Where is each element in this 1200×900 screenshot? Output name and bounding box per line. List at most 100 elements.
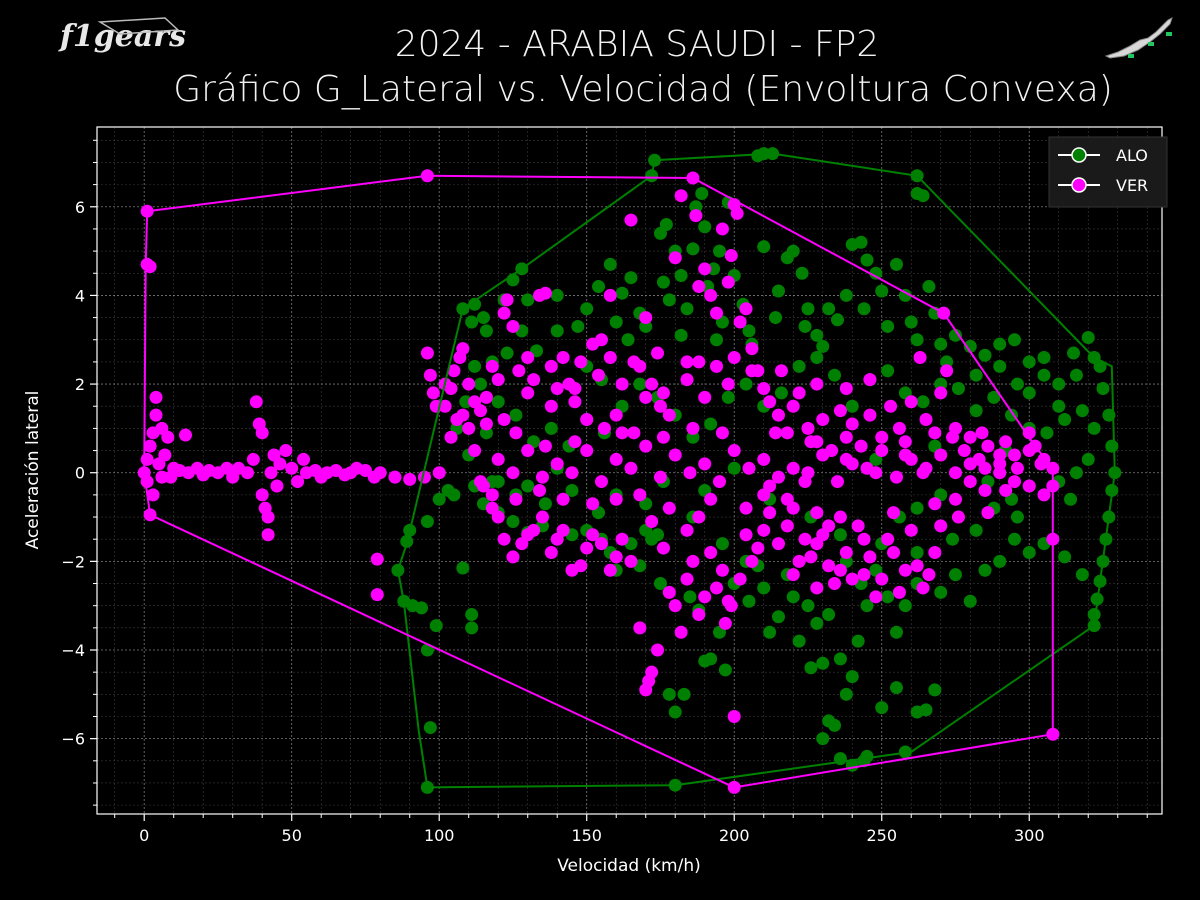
point-alo: [653, 577, 667, 591]
point-alo: [468, 359, 482, 373]
point-alo: [509, 408, 523, 422]
point-ver: [715, 426, 729, 440]
point-alo: [922, 280, 936, 294]
point-ver: [721, 275, 735, 289]
point-alo: [792, 634, 806, 648]
point-ver: [810, 506, 824, 520]
point-ver: [645, 377, 659, 391]
point-alo: [839, 687, 853, 701]
point-ver: [727, 709, 741, 723]
y-tick-label: 2: [75, 375, 85, 394]
point-ver: [574, 355, 588, 369]
point-ver: [733, 572, 747, 586]
point-ver: [704, 545, 718, 559]
point-alo: [816, 656, 830, 670]
point-alo: [757, 581, 771, 595]
point-alo: [704, 417, 718, 431]
point-ver: [550, 457, 564, 471]
point-ver: [506, 466, 520, 480]
point-ver: [1007, 475, 1021, 489]
y-axis-label: Aceleración lateral: [23, 391, 43, 550]
point-alo: [621, 333, 635, 347]
point-ver: [255, 426, 269, 440]
point-ver: [246, 452, 260, 466]
point-ver: [898, 563, 912, 577]
point-ver: [704, 492, 718, 506]
point-ver: [928, 497, 942, 511]
hull-alo: [396, 152, 1116, 789]
point-ver: [149, 408, 163, 422]
point-ver: [627, 426, 641, 440]
convex-hulls: [143, 152, 1116, 789]
point-ver: [724, 249, 738, 263]
point-ver: [928, 545, 942, 559]
point-alo: [727, 461, 741, 475]
chart-title-line2: Gráfico G_Lateral vs. Velocidad (Envoltu…: [173, 69, 1113, 110]
point-ver: [662, 585, 676, 599]
point-alo: [875, 284, 889, 298]
point-ver: [544, 399, 558, 413]
point-ver: [403, 472, 417, 486]
point-ver: [689, 209, 703, 223]
point-ver: [456, 342, 470, 356]
point-alo: [1007, 333, 1021, 347]
point-alo: [769, 311, 783, 325]
y-tick-label: −2: [61, 552, 85, 571]
point-ver: [1037, 488, 1051, 502]
point-ver: [624, 213, 638, 227]
point-alo: [491, 395, 505, 409]
point-alo: [580, 302, 594, 316]
point-ver: [597, 421, 611, 435]
x-tick-label: 200: [719, 826, 750, 845]
point-alo: [739, 377, 753, 391]
legend: ALO VER: [1048, 136, 1168, 208]
point-ver: [609, 408, 623, 422]
point-ver: [285, 461, 299, 475]
point-alo: [795, 266, 809, 280]
point-alo: [1105, 439, 1119, 453]
point-alo: [1064, 492, 1078, 506]
point-ver: [656, 386, 670, 400]
point-ver: [757, 452, 771, 466]
point-ver: [951, 510, 965, 524]
point-alo: [521, 479, 535, 493]
point-ver: [450, 413, 464, 427]
legend-box: [1048, 136, 1168, 208]
y-tick-label: 0: [75, 464, 85, 483]
point-ver: [651, 346, 665, 360]
point-ver: [1022, 426, 1036, 440]
point-ver: [674, 189, 688, 203]
point-ver: [627, 355, 641, 369]
point-alo: [420, 514, 434, 528]
point-alo: [1052, 399, 1066, 413]
point-alo: [1069, 466, 1083, 480]
point-alo: [801, 302, 815, 316]
point-ver: [370, 588, 384, 602]
point-ver: [857, 568, 871, 582]
point-ver: [680, 355, 694, 369]
point-ver: [1007, 448, 1021, 462]
point-ver: [538, 439, 552, 453]
point-ver: [423, 368, 437, 382]
point-ver: [462, 377, 476, 391]
point-alo: [603, 257, 617, 271]
point-ver: [680, 572, 694, 586]
point-ver: [1022, 479, 1036, 493]
point-ver: [833, 563, 847, 577]
point-alo: [662, 293, 676, 307]
point-ver: [544, 359, 558, 373]
point-ver: [474, 475, 488, 489]
point-alo: [898, 599, 912, 613]
point-ver: [645, 514, 659, 528]
point-ver: [370, 552, 384, 566]
y-tick-label: −6: [61, 730, 85, 749]
point-ver: [763, 395, 777, 409]
point-alo: [993, 359, 1007, 373]
point-alo: [948, 568, 962, 582]
point-alo: [544, 421, 558, 435]
x-tick-label: 250: [866, 826, 897, 845]
point-ver: [388, 470, 402, 484]
point-ver: [683, 466, 697, 480]
point-ver: [297, 452, 311, 466]
point-ver: [521, 444, 535, 458]
